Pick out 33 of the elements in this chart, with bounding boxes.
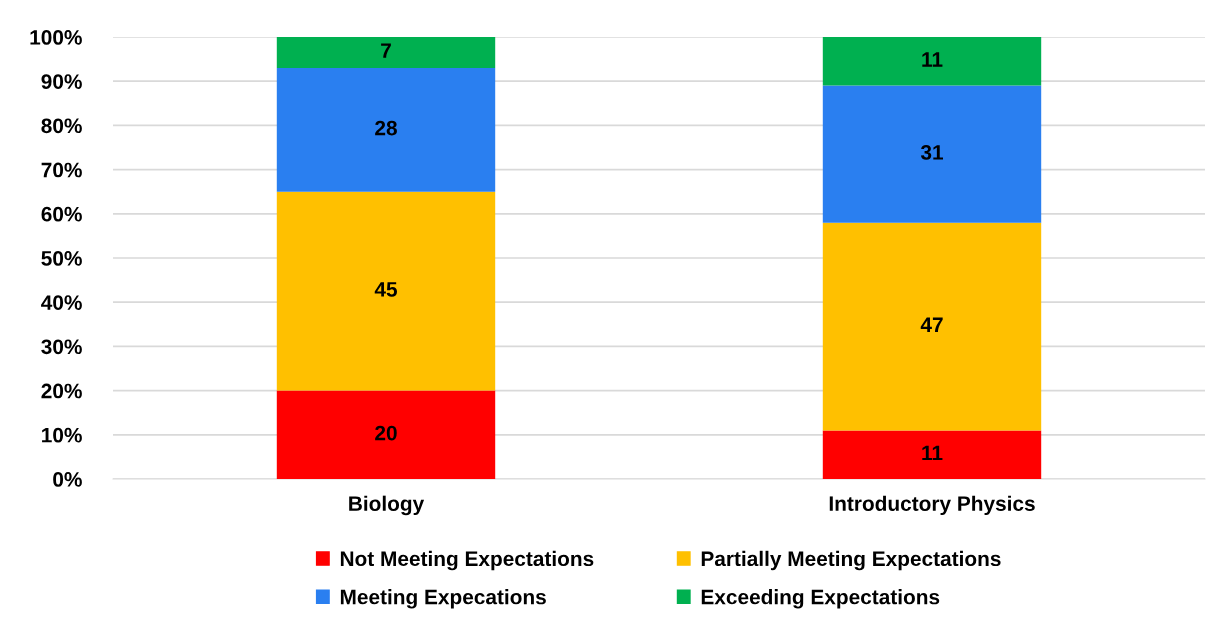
y-tick-label: 90% <box>41 74 82 89</box>
legend-label: Not Meeting Expectations <box>340 550 594 571</box>
y-tick-label: 50% <box>41 251 82 266</box>
y-tick-label: 60% <box>41 206 82 222</box>
bar <box>822 430 1042 479</box>
bar <box>276 390 496 479</box>
legend-label: Partially Meeting Expectations <box>701 550 1001 571</box>
x-tick-label: Introductory Physics <box>829 495 1035 516</box>
x-tick-label: Biology <box>349 495 425 516</box>
y-tick-label: 40% <box>41 295 82 310</box>
y-tick-label: 20% <box>41 383 82 399</box>
y-tick-label: 100% <box>30 30 82 45</box>
bar <box>822 37 1042 86</box>
data-label: 28 <box>375 120 397 136</box>
y-tick-label: 70% <box>41 162 82 178</box>
data-label: 20 <box>375 425 397 441</box>
bar <box>822 222 1042 431</box>
data-label: 11 <box>922 445 943 461</box>
data-label: 31 <box>920 144 944 160</box>
legend-label: Meeting Expecations <box>340 589 546 609</box>
bar <box>822 85 1042 223</box>
y-tick-label: 0% <box>53 472 82 487</box>
data-label: 11 <box>922 52 943 67</box>
bar <box>276 191 496 391</box>
bar <box>276 67 496 192</box>
y-tick-label: 10% <box>42 427 82 443</box>
legend-label: Exceeding Expectations <box>701 589 940 609</box>
data-label: 7 <box>381 43 391 58</box>
y-tick-label: 30% <box>41 339 82 355</box>
bar <box>276 37 496 68</box>
data-label: 45 <box>374 282 398 297</box>
data-label: 47 <box>920 317 943 332</box>
y-tick-label: 80% <box>41 118 82 134</box>
